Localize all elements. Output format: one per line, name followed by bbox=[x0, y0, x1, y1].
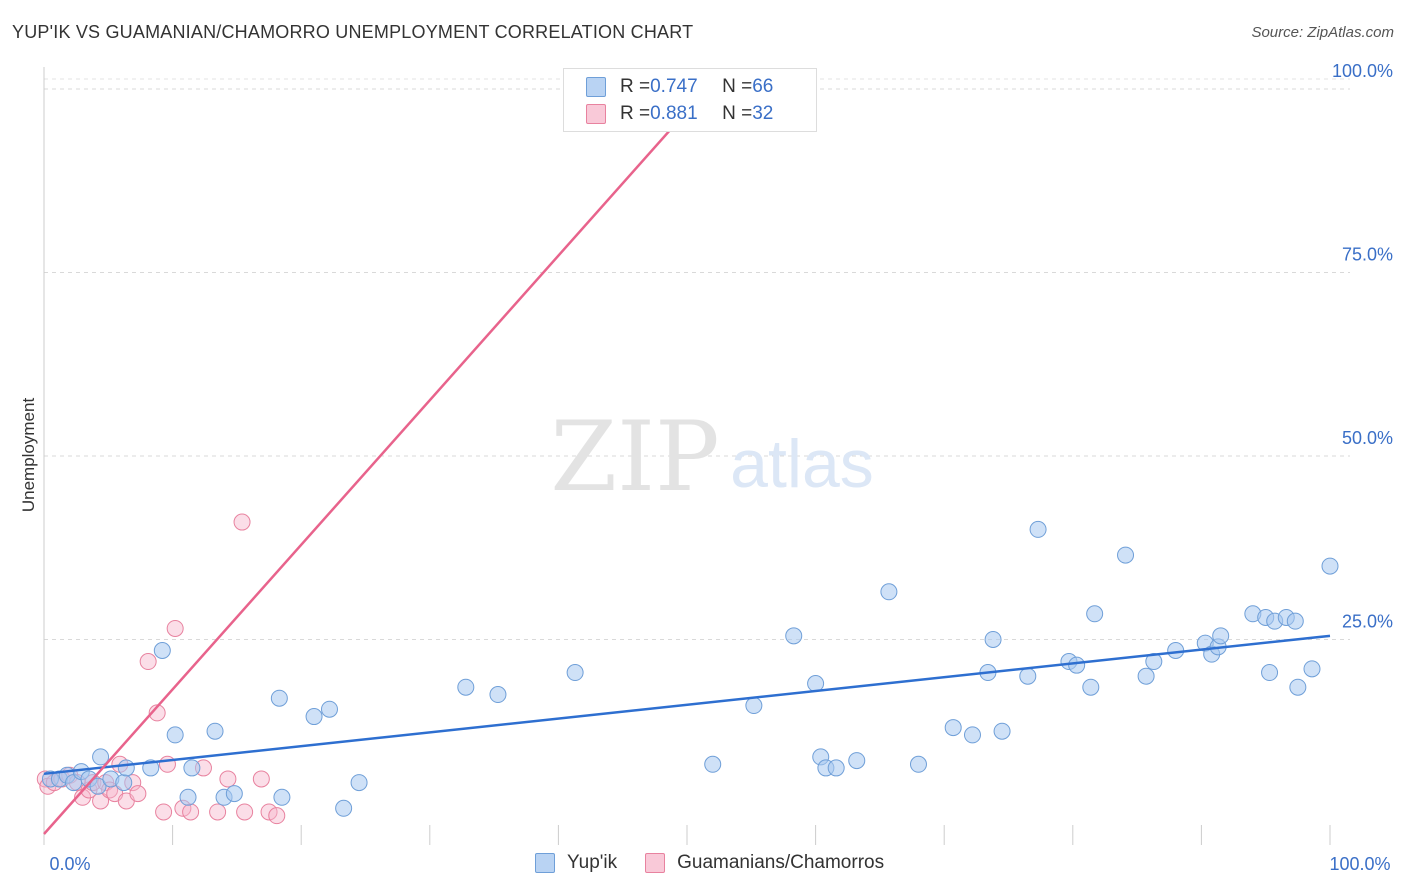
legend-row-yupik: R = 0.747 N = 66 bbox=[586, 74, 773, 100]
yupik-point bbox=[489, 686, 507, 704]
yupik-point bbox=[153, 642, 171, 659]
yupik-point bbox=[166, 726, 184, 744]
series-swatch-guamanian bbox=[645, 853, 666, 873]
yupik-point bbox=[1019, 667, 1037, 685]
guamanian-point bbox=[158, 755, 176, 773]
series-legend-guamanian: Guamanians/Chamorros bbox=[645, 852, 884, 874]
yupik-point bbox=[944, 719, 962, 737]
axis-layer: 25.0% 50.0% 75.0% 100.0% 0.0% 100.0% bbox=[43, 61, 1393, 874]
yupik-point bbox=[1086, 605, 1104, 623]
series-legend-yupik: Yup'ik bbox=[535, 852, 617, 874]
y-tick-label: 100.0% bbox=[1332, 61, 1393, 81]
legend-swatch-yupik bbox=[586, 77, 606, 97]
source-label: Source: ZipAtlas.com bbox=[1251, 24, 1394, 41]
guamanian-point bbox=[260, 803, 278, 821]
yupik-point bbox=[993, 722, 1011, 740]
guamanian-point bbox=[182, 803, 200, 821]
y-tick-label: 75.0% bbox=[1342, 245, 1393, 265]
yupik-point bbox=[206, 722, 224, 740]
yupik-point bbox=[1303, 660, 1321, 678]
yupik-point bbox=[963, 726, 981, 744]
series-label-guamanian: Guamanians/Chamorros bbox=[677, 852, 885, 873]
legend-r-value: 0.881 bbox=[650, 103, 698, 124]
yupik-point bbox=[704, 755, 722, 773]
chart-title: YUP'IK VS GUAMANIAN/CHAMORRO UNEMPLOYMEN… bbox=[12, 22, 694, 42]
series-label-yupik: Yup'ik bbox=[567, 852, 618, 873]
guamanian-point bbox=[129, 785, 147, 803]
y-tick-label: 25.0% bbox=[1342, 611, 1393, 631]
yupik-point bbox=[1167, 642, 1185, 659]
series-legend: Yup'ik Guamanians/Chamorros bbox=[535, 852, 912, 874]
legend-r-label: R = bbox=[620, 103, 651, 124]
yupik-point bbox=[270, 689, 288, 707]
guamanian-point bbox=[155, 803, 173, 821]
yupik-point bbox=[1082, 678, 1100, 696]
x-tick-label: 0.0% bbox=[49, 854, 90, 874]
yupik-point bbox=[225, 785, 243, 803]
yupik-point bbox=[1212, 627, 1230, 645]
trend-lines bbox=[43, 110, 1331, 835]
yupik-point bbox=[305, 708, 323, 726]
yupik-point bbox=[350, 774, 368, 792]
yupik-point bbox=[183, 759, 201, 777]
guamanian-point bbox=[233, 513, 251, 531]
legend-r-label: R = bbox=[620, 76, 651, 97]
yupik-point bbox=[1117, 546, 1135, 564]
y-axis-title: Unemployment bbox=[19, 398, 38, 513]
guamanian-trend-line bbox=[43, 110, 688, 835]
yupik-point bbox=[1029, 520, 1047, 538]
guamanian-point bbox=[139, 653, 157, 671]
yupik-point bbox=[1261, 664, 1279, 682]
yupik-point bbox=[1137, 667, 1155, 685]
yupik-point bbox=[335, 799, 353, 817]
yupik-point bbox=[92, 748, 110, 766]
yupik-point bbox=[566, 664, 584, 682]
yupik-point bbox=[1286, 612, 1304, 630]
grid-layer bbox=[44, 78, 1350, 640]
yupik-point bbox=[745, 697, 763, 715]
yupik-point bbox=[117, 759, 135, 777]
stats-legend: R = 0.747 N = 66 R = 0.881 N = 32 bbox=[563, 68, 817, 132]
yupik-point bbox=[807, 675, 825, 693]
yupik-point bbox=[115, 774, 133, 792]
series-swatch-yupik bbox=[535, 853, 555, 873]
legend-n-value: 66 bbox=[752, 76, 774, 97]
yupik-point bbox=[179, 788, 197, 806]
watermark-atlas: atlas bbox=[730, 426, 874, 502]
legend-n-label: N = bbox=[722, 103, 753, 124]
legend-r-value: 0.747 bbox=[650, 76, 698, 97]
guamanian-point bbox=[252, 770, 270, 788]
yupik-point bbox=[1068, 656, 1086, 674]
yupik-points bbox=[41, 520, 1339, 817]
yupik-point bbox=[848, 752, 866, 770]
guamanian-point bbox=[236, 803, 254, 821]
y-tick-label: 50.0% bbox=[1342, 428, 1393, 448]
legend-n-label: N = bbox=[722, 76, 753, 97]
legend-n-value: 32 bbox=[752, 103, 774, 124]
yupik-point bbox=[785, 627, 803, 645]
yupik-point bbox=[320, 700, 338, 718]
legend-swatch-guamanian bbox=[586, 104, 606, 124]
legend-row-guamanian: R = 0.881 N = 32 bbox=[586, 101, 773, 127]
yupik-point bbox=[1321, 557, 1339, 575]
yupik-point bbox=[457, 678, 475, 696]
watermark-zip: ZIP bbox=[550, 401, 719, 513]
x-tick-label: 100.0% bbox=[1329, 854, 1390, 874]
watermark: ZIP atlas bbox=[550, 401, 873, 513]
yupik-point bbox=[984, 630, 1002, 648]
yupik-point bbox=[827, 759, 845, 777]
guamanian-point bbox=[166, 619, 184, 637]
yupik-trend-line bbox=[43, 634, 1331, 776]
yupik-point bbox=[89, 777, 107, 795]
yupik-point bbox=[273, 788, 291, 806]
yupik-point bbox=[909, 755, 927, 773]
guamanian-point bbox=[268, 807, 286, 825]
yupik-point bbox=[1289, 678, 1307, 696]
yupik-point bbox=[880, 583, 898, 601]
guamanian-point bbox=[209, 803, 227, 821]
guamanian-point bbox=[219, 770, 237, 788]
